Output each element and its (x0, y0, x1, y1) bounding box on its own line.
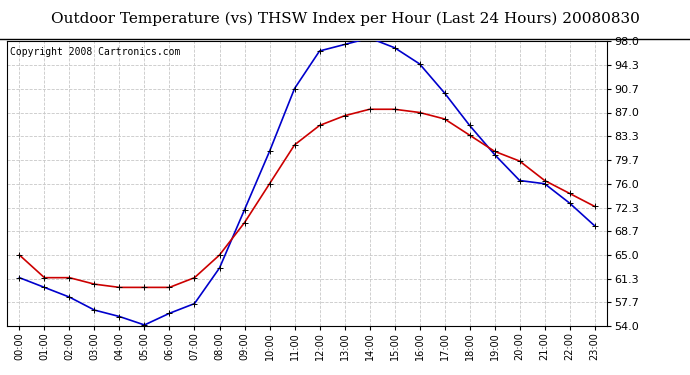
Text: Outdoor Temperature (vs) THSW Index per Hour (Last 24 Hours) 20080830: Outdoor Temperature (vs) THSW Index per … (50, 11, 640, 26)
Text: Copyright 2008 Cartronics.com: Copyright 2008 Cartronics.com (10, 47, 180, 57)
